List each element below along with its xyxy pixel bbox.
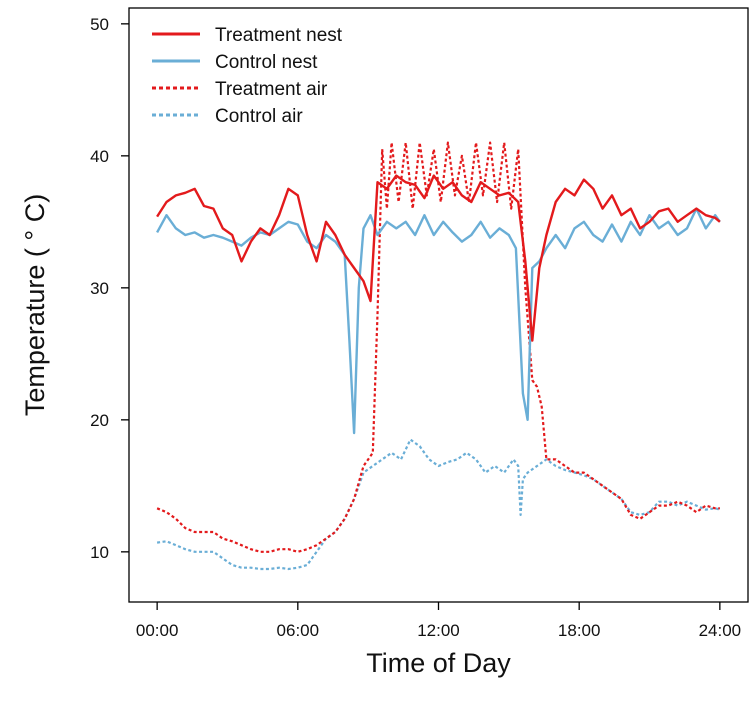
y-tick-label: 10 [90, 543, 109, 562]
legend: Treatment nest Control nest Treatment air C… [152, 25, 343, 127]
x-tick-label: 06:00 [277, 621, 320, 640]
x-axis: 00:00 06:00 12:00 18:00 24:00 [136, 602, 741, 640]
series-line-control-air [156, 438, 721, 571]
x-tick-label: 18:00 [558, 621, 601, 640]
plot-area [156, 141, 721, 571]
legend-label: Control air [215, 106, 303, 127]
y-axis-title: Temperature ( ° C) [20, 194, 50, 416]
x-tick-label: 12:00 [417, 621, 460, 640]
y-tick-label: 20 [90, 411, 109, 430]
series-line-treatment-nest [156, 174, 721, 342]
legend-label: Control nest [215, 52, 318, 73]
legend-label: Treatment air [215, 79, 328, 100]
y-axis: 10 20 30 40 50 [90, 15, 129, 562]
x-axis-title: Time of Day [366, 648, 511, 678]
y-tick-label: 30 [90, 279, 109, 298]
y-tick-label: 40 [90, 147, 109, 166]
legend-label: Treatment nest [215, 25, 343, 46]
x-tick-label: 24:00 [699, 621, 742, 640]
y-tick-label: 50 [90, 15, 109, 34]
x-tick-label: 00:00 [136, 621, 179, 640]
series-line-treatment-air [156, 141, 720, 553]
series-line-control-nest [156, 207, 721, 435]
